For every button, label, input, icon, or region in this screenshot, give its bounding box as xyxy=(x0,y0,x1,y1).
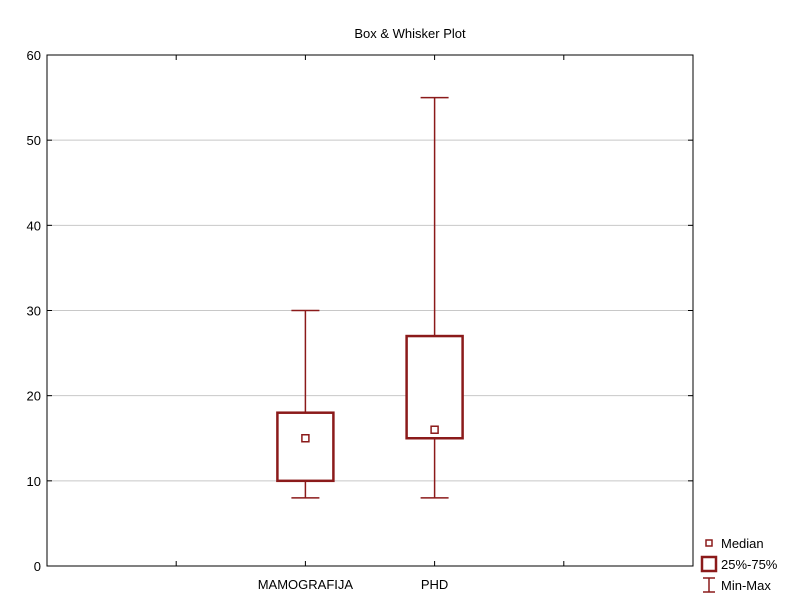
y-tick-label: 20 xyxy=(27,389,41,404)
x-tick-label: MAMOGRAFIJA xyxy=(258,577,354,592)
median-marker xyxy=(430,425,439,434)
boxes xyxy=(276,96,464,499)
grid-lines xyxy=(47,139,693,482)
legend-item-box: 25%-75% xyxy=(700,555,778,573)
y-axis: 0 10 20 30 40 50 60 xyxy=(27,48,693,574)
legend-item-median: Median xyxy=(705,536,764,551)
iqr-box xyxy=(405,334,464,440)
legend-label: 25%-75% xyxy=(721,557,778,572)
legend: Median 25%-75% Min-Max xyxy=(700,536,778,593)
x-axis: MAMOGRAFIJA PHD xyxy=(175,55,565,592)
legend-label: Median xyxy=(721,536,764,551)
median-marker xyxy=(301,434,310,443)
legend-median-symbol xyxy=(705,539,713,547)
y-tick-label: 0 xyxy=(34,559,41,574)
legend-box-symbol xyxy=(700,555,718,573)
y-tick-label: 30 xyxy=(27,304,41,319)
iqr-box xyxy=(276,411,335,483)
legend-label: Min-Max xyxy=(721,578,771,593)
y-tick-label: 60 xyxy=(27,48,41,63)
y-tick-label: 10 xyxy=(27,474,41,489)
legend-item-whisker: Min-Max xyxy=(703,577,771,593)
y-tick-label: 50 xyxy=(27,133,41,148)
box-mamografija xyxy=(276,309,335,499)
y-tick-label: 40 xyxy=(27,218,41,233)
chart-title: Box & Whisker Plot xyxy=(354,26,466,41)
x-tick-label: PHD xyxy=(421,577,448,592)
box-phd xyxy=(405,96,464,499)
